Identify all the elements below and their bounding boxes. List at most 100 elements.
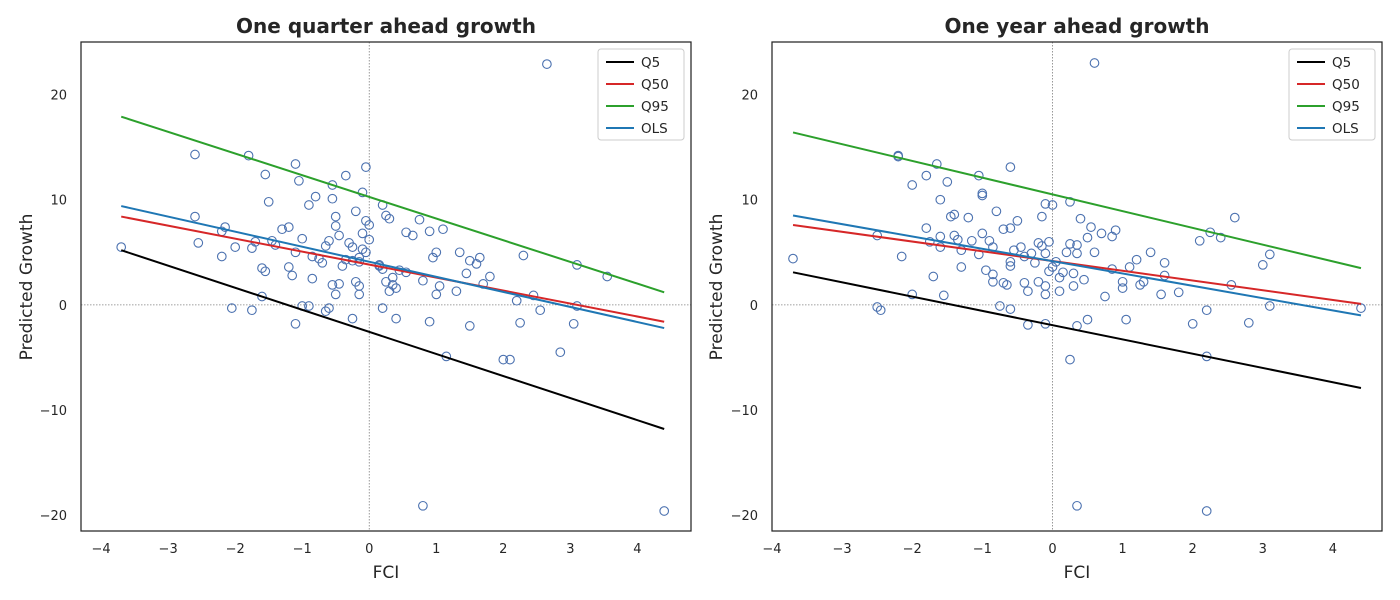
data-point	[381, 210, 391, 221]
series-line-ols	[792, 214, 1362, 317]
data-point	[907, 180, 918, 190]
y-tick-label: 10	[741, 194, 758, 209]
data-point	[1065, 196, 1075, 207]
data-point	[257, 291, 267, 302]
data-point	[1044, 236, 1054, 247]
legend-box	[597, 48, 685, 141]
data-point	[1047, 200, 1058, 210]
data-point	[1047, 262, 1058, 272]
data-point	[1131, 254, 1142, 265]
legend-box	[1288, 48, 1376, 141]
data-point	[438, 224, 448, 235]
data-point	[434, 281, 445, 291]
data-point	[1117, 276, 1128, 287]
data-point	[1082, 314, 1093, 325]
series-line-q95	[792, 131, 1362, 270]
x-tick-label: 1	[432, 542, 440, 557]
data-point	[327, 193, 338, 204]
data-point	[220, 222, 230, 232]
legend-label-q5: Q5	[1332, 55, 1351, 71]
data-point	[1187, 318, 1198, 329]
data-point	[1005, 261, 1016, 271]
chart-title: One quarter ahead growth	[236, 14, 536, 38]
data-point	[1061, 247, 1072, 258]
x-tick-label: 4	[633, 542, 641, 557]
data-point	[216, 251, 227, 262]
data-point	[875, 305, 886, 316]
data-point	[304, 200, 314, 210]
plot-frame	[771, 41, 1383, 532]
data-point	[418, 275, 428, 286]
x-tick-label: −3	[159, 542, 178, 557]
data-point	[474, 252, 485, 263]
data-point	[424, 316, 435, 327]
data-point	[988, 269, 998, 280]
data-point	[464, 321, 475, 331]
data-point	[454, 247, 465, 258]
data-point	[1229, 212, 1240, 223]
data-point	[260, 169, 271, 180]
data-point	[320, 306, 331, 317]
data-point	[1065, 239, 1075, 249]
x-tick-label: 3	[566, 542, 574, 557]
data-point	[935, 242, 946, 252]
data-point	[1033, 238, 1044, 248]
data-point	[283, 222, 294, 232]
data-point	[1145, 247, 1156, 258]
data-point	[995, 301, 1005, 311]
data-point	[431, 247, 442, 258]
data-point	[391, 313, 401, 324]
data-point	[1023, 320, 1033, 330]
data-point	[428, 252, 438, 263]
data-point	[1033, 276, 1044, 287]
data-point	[1156, 289, 1166, 300]
data-point	[287, 270, 298, 281]
data-point	[1089, 58, 1100, 68]
data-point	[327, 180, 338, 190]
data-point	[401, 227, 411, 238]
data-point	[1016, 242, 1026, 252]
data-point	[384, 286, 395, 297]
data-point	[485, 271, 495, 282]
plot-frame	[80, 41, 692, 532]
x-tick-label: 2	[1189, 542, 1197, 557]
data-point	[350, 206, 361, 217]
series-line-q5	[120, 249, 665, 430]
x-tick-label: −3	[833, 542, 852, 557]
y-tick-label: −10	[40, 404, 67, 419]
data-point	[1012, 215, 1023, 226]
data-point	[431, 289, 442, 300]
data-point	[907, 289, 918, 300]
data-point	[963, 212, 974, 223]
x-tick-label: −4	[762, 542, 781, 557]
data-point	[872, 302, 883, 312]
x-tick-label: −2	[226, 542, 245, 557]
data-point	[1356, 303, 1366, 313]
data-point	[327, 280, 338, 290]
x-tick-label: 2	[499, 542, 507, 557]
data-point	[542, 59, 552, 69]
series-line-q50	[792, 223, 1362, 305]
data-point	[1257, 260, 1268, 270]
legend-label-ols: OLS	[641, 121, 668, 137]
data-point	[988, 276, 998, 287]
data-point	[1068, 281, 1079, 291]
data-point	[1019, 277, 1030, 288]
data-point	[1037, 211, 1047, 222]
data-point	[340, 170, 351, 181]
data-point	[956, 262, 967, 272]
chart-panel-quarter: One quarter ahead growth FCI Predicted G…	[17, 14, 692, 583]
data-point	[116, 242, 127, 252]
data-point	[334, 230, 344, 241]
data-point	[515, 317, 525, 328]
data-point	[297, 233, 308, 244]
y-tick-label: 10	[50, 194, 67, 209]
data-point	[357, 244, 368, 255]
data-point	[391, 283, 401, 293]
data-point	[364, 220, 375, 230]
data-point	[659, 506, 670, 516]
x-tick-label: 1	[1118, 542, 1126, 557]
data-point	[260, 266, 271, 277]
x-axis-label: FCI	[373, 563, 400, 583]
